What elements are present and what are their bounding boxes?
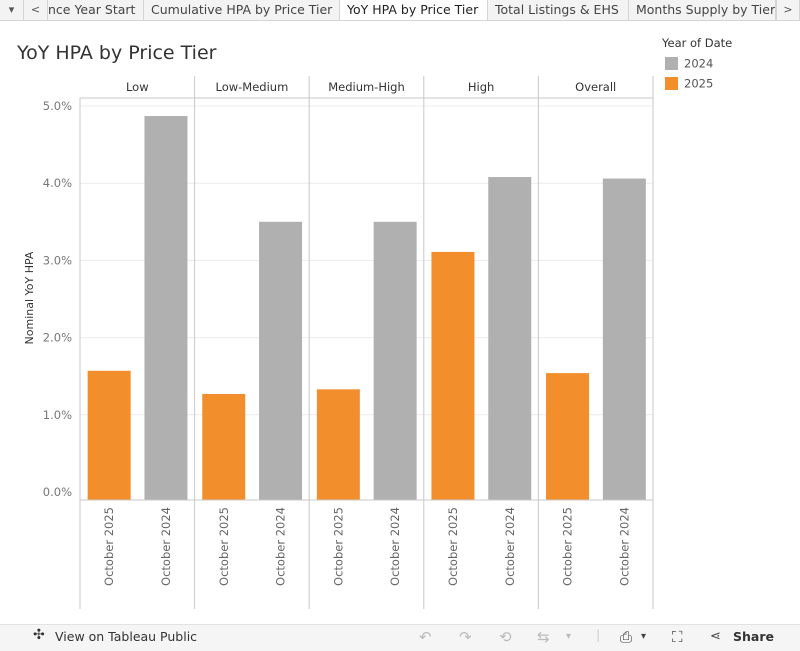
tab-total-listings[interactable]: Total Listings & EHS bbox=[488, 0, 629, 20]
legend-label-2025: 2025 bbox=[684, 76, 714, 91]
x-tick-label: October 2025 bbox=[446, 507, 460, 586]
legend-swatch-2025 bbox=[665, 77, 678, 90]
view-on-tableau-link[interactable]: View on Tableau Public bbox=[55, 629, 198, 644]
bar[interactable] bbox=[373, 221, 417, 501]
bar[interactable] bbox=[144, 116, 188, 500]
bar[interactable] bbox=[202, 393, 246, 500]
x-tick-label: October 2025 bbox=[561, 507, 575, 586]
toolbar-divider: | bbox=[596, 627, 601, 642]
legend-item-2025[interactable]: 2025 bbox=[665, 76, 714, 91]
panel-header-label: Medium-High bbox=[328, 80, 405, 94]
redo-icon[interactable]: ↷ bbox=[459, 628, 472, 646]
tab-yoy-hpa[interactable]: YoY HPA by Price Tier bbox=[340, 0, 488, 20]
bar[interactable] bbox=[546, 373, 590, 500]
legend-item-2024[interactable]: 2024 bbox=[665, 56, 714, 71]
x-tick-label: October 2025 bbox=[331, 507, 345, 586]
tab-scroll-left-icon[interactable]: < bbox=[24, 0, 48, 20]
tab-months-supply[interactable]: Months Supply by Tier bbox=[629, 0, 776, 20]
bar[interactable] bbox=[488, 177, 532, 501]
bar[interactable] bbox=[259, 221, 303, 501]
bar[interactable] bbox=[431, 251, 475, 500]
x-tick-label: October 2025 bbox=[102, 507, 116, 586]
refresh-icon[interactable]: ⇆ bbox=[537, 628, 550, 646]
x-tick-label: October 2024 bbox=[274, 507, 288, 586]
panel-header-label: High bbox=[468, 80, 494, 94]
y-tick-label: 0.0% bbox=[43, 485, 72, 499]
yoy-hpa-bar-chart: 0.0% 1.0% 2.0% 3.0% 4.0% 5.0% Nominal YoY HPA L… bbox=[23, 76, 654, 609]
x-tick-label: October 2025 bbox=[217, 507, 231, 586]
tableau-logo-icon: ✣ bbox=[33, 627, 45, 643]
revert-icon[interactable]: ⟲ bbox=[499, 628, 512, 646]
x-tick-label: October 2024 bbox=[617, 507, 631, 586]
tab-cumulative-hpa[interactable]: Cumulative HPA by Price Tier bbox=[144, 0, 340, 20]
legend-swatch-2024 bbox=[665, 57, 678, 70]
tab-since-year-start[interactable]: nce Year Start bbox=[48, 0, 144, 20]
x-tick-label: October 2024 bbox=[503, 507, 517, 586]
y-tick-label: 4.0% bbox=[43, 176, 72, 190]
fullscreen-icon[interactable]: ⛶ bbox=[672, 628, 683, 646]
panel-header-label: Overall bbox=[575, 80, 616, 94]
share-button[interactable]: Share bbox=[733, 629, 774, 644]
bar[interactable] bbox=[87, 370, 131, 500]
legend-label-2024: 2024 bbox=[684, 56, 714, 71]
refresh-dropdown-icon[interactable]: ▾ bbox=[566, 631, 572, 642]
tab-menu-icon[interactable]: ▾ bbox=[0, 0, 24, 20]
y-tick-label: 5.0% bbox=[43, 99, 72, 113]
x-tick-label: October 2024 bbox=[159, 507, 173, 586]
y-tick-label: 1.0% bbox=[43, 408, 72, 422]
chart-title: YoY HPA by Price Tier bbox=[17, 42, 217, 64]
sheet-tab-bar: ▾ < nce Year Start Cumulative HPA by Pri… bbox=[0, 0, 800, 21]
download-icon[interactable]: ⎙ bbox=[620, 628, 633, 646]
download-dropdown-icon[interactable]: ▾ bbox=[641, 631, 647, 642]
panel-header-label: Low bbox=[126, 80, 149, 94]
bar[interactable] bbox=[602, 178, 646, 500]
undo-icon[interactable]: ↶ bbox=[419, 628, 432, 646]
y-axis-title: Nominal YoY HPA bbox=[23, 251, 36, 344]
bar[interactable] bbox=[316, 389, 360, 500]
y-tick-label: 2.0% bbox=[43, 331, 72, 345]
share-icon[interactable]: ⋖ bbox=[710, 629, 721, 644]
panel-header-label: Low-Medium bbox=[216, 80, 289, 94]
bottom-toolbar: ✣ View on Tableau Public ↶ ↷ ⟲ ⇆ ▾ | ⎙ ▾… bbox=[0, 624, 800, 651]
x-tick-label: October 2024 bbox=[388, 507, 402, 586]
legend-title: Year of Date bbox=[662, 36, 733, 50]
y-tick-label: 3.0% bbox=[43, 253, 72, 267]
